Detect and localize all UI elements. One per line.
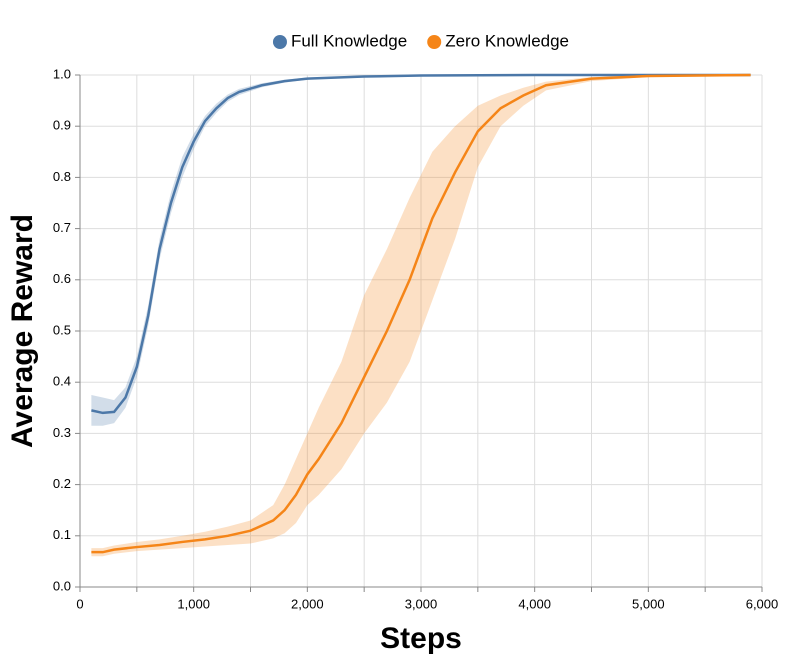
- legend-symbol: [427, 35, 442, 49]
- legend-symbol: [272, 35, 287, 49]
- y-tick-label: 0.3: [53, 425, 71, 440]
- y-tick-label: 0.6: [53, 271, 71, 286]
- x-axis-title: Steps: [380, 622, 462, 655]
- x-tick-label: 4,000: [518, 596, 551, 611]
- x-tick-label: 5,000: [632, 596, 665, 611]
- y-tick-label: 0.7: [53, 220, 71, 235]
- y-tick-label: 1.0: [53, 66, 71, 81]
- confidence-band: [91, 75, 751, 557]
- line: [91, 73, 751, 554]
- y-tick-label: 0.2: [53, 476, 71, 491]
- x-tick-label: 2,000: [291, 596, 324, 611]
- x-tick-label: 3,000: [405, 596, 438, 611]
- legend-label: Full Knowledge: [291, 31, 407, 50]
- y-tick-label: 0.1: [53, 527, 71, 542]
- legend-label: Zero Knowledge: [445, 31, 569, 50]
- x-tick-label: 0: [76, 596, 83, 611]
- x-tick-label: 1,000: [177, 596, 210, 611]
- line: [91, 73, 751, 415]
- y-tick-label: 0.5: [53, 322, 71, 337]
- x-tick-label: 6,000: [746, 596, 779, 611]
- y-tick-label: 0.4: [53, 374, 71, 389]
- y-tick-label: 0.9: [53, 118, 71, 133]
- y-axis-title: Average Reward: [6, 214, 39, 448]
- y-tick-label: 0.0: [53, 578, 71, 593]
- y-tick-label: 0.8: [53, 169, 71, 184]
